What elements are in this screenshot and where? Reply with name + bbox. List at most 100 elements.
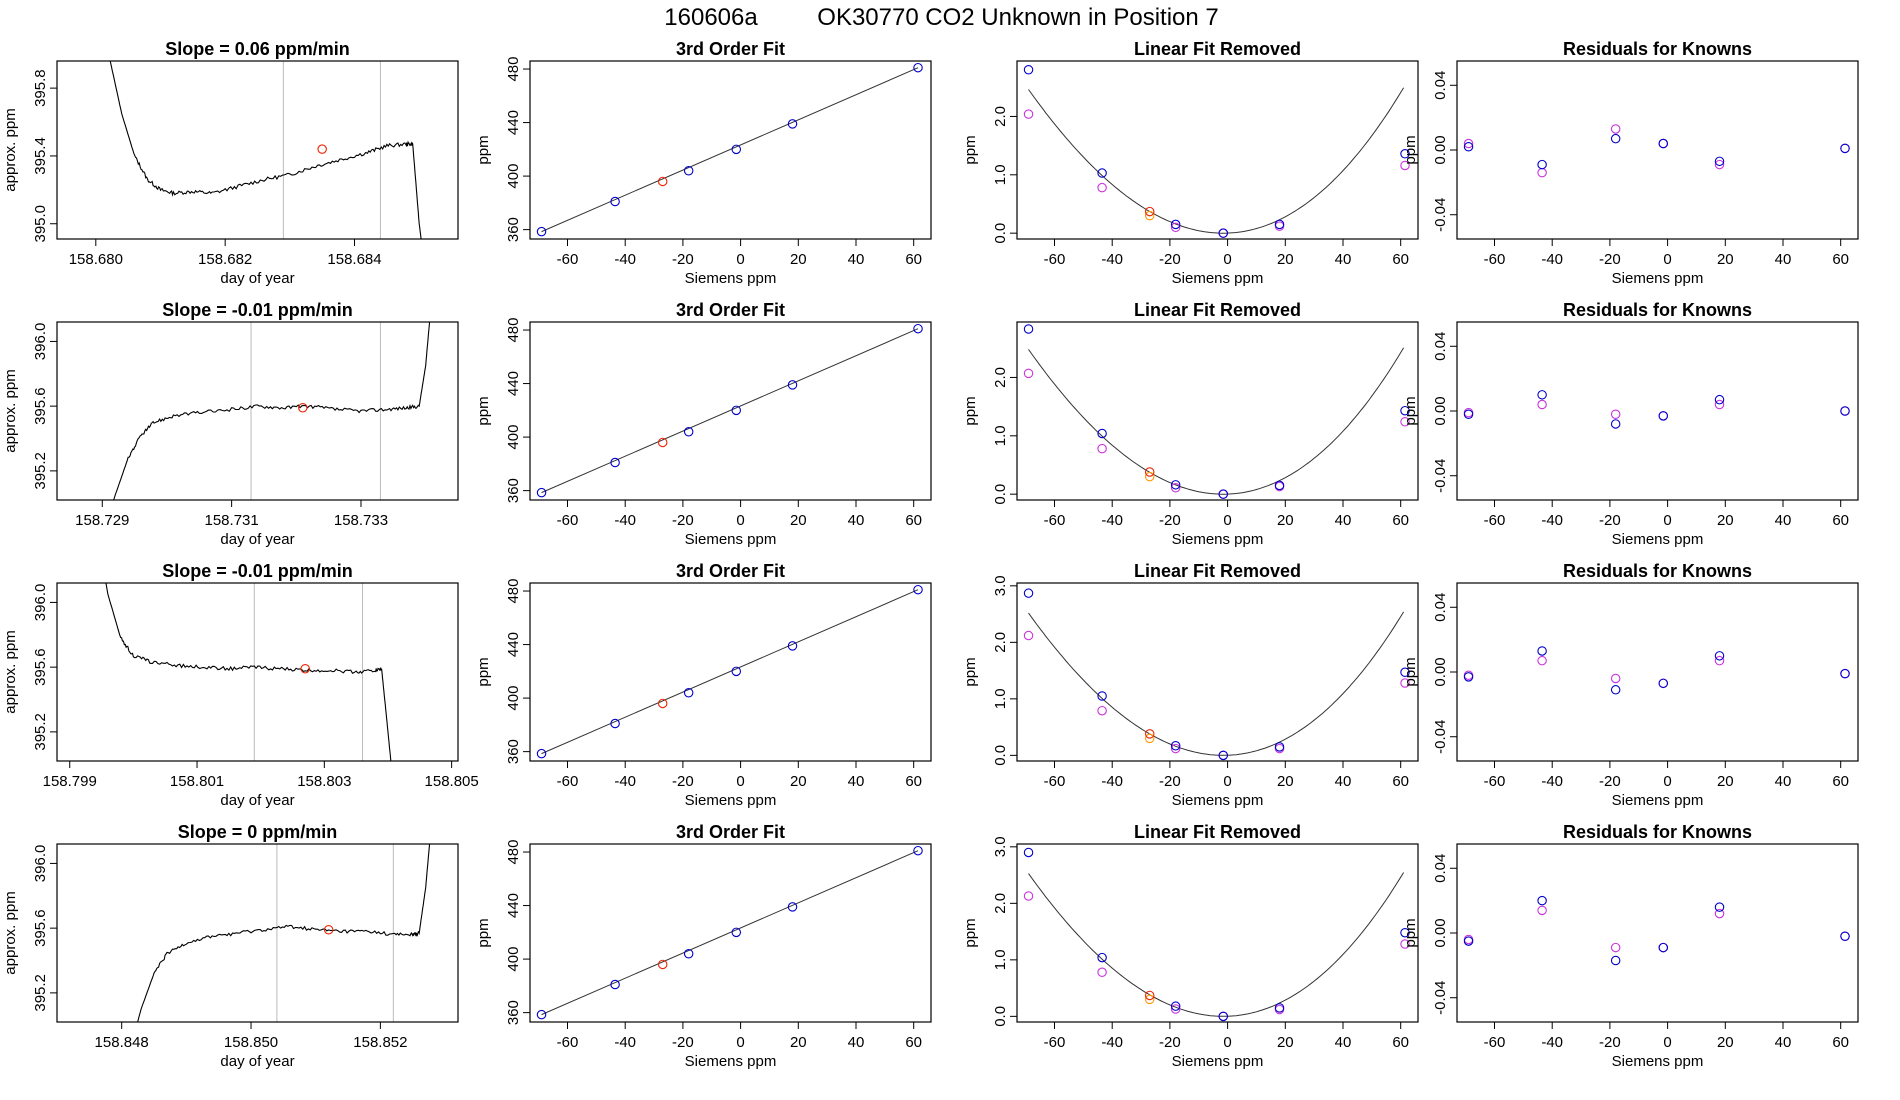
x-tick-label: -60: [557, 773, 579, 790]
y-tick-label: 396.0: [32, 323, 49, 361]
known-point-alt: [1097, 705, 1107, 716]
panel-3-2: Linear Fit Removed -60 -40 -20 0 20 40 60 0.0 1.0…: [962, 300, 1419, 548]
known-point-alt: [1714, 159, 1725, 170]
panel-title: Slope = 0.06 ppm/min: [165, 39, 350, 59]
known-point: [731, 405, 742, 416]
known-point-alt: [1714, 399, 1725, 410]
known-point-alt: [1170, 222, 1181, 233]
known-point-alt: [1400, 417, 1410, 427]
known-point-alt: [1170, 743, 1181, 754]
known-point: [1658, 411, 1669, 421]
known-point: [787, 902, 798, 912]
x-tick-label: 0: [1223, 773, 1231, 790]
x-tick-label: 20: [790, 1034, 807, 1051]
x-tick-label: 20: [790, 773, 807, 790]
panel-2-2: 3rd Order Fit -60 -40 -20 0 20 40 60 360 400 440 48…: [475, 300, 932, 548]
y-tick-label: 480: [505, 57, 522, 82]
y-tick-label: 480: [505, 318, 522, 343]
x-tick-label: 0: [736, 251, 744, 268]
x-tick-label: 158.680: [69, 251, 123, 268]
known-point: [1218, 228, 1229, 238]
unknown-point-alt: [1144, 210, 1155, 221]
panel-grid: Slope = 0.06 ppm/min 158.680 158.682 158.68…: [2, 39, 1859, 1070]
y-axis-label: ppm: [1402, 657, 1419, 686]
panel-title: 3rd Order Fit: [676, 39, 785, 59]
y-tick-label: 0.0: [992, 484, 1009, 505]
concentration-trace: [105, 583, 392, 761]
known-point-alt: [1097, 182, 1107, 193]
panel-2-4: 3rd Order Fit -60 -40 -20 0 20 40 60 360 400 440 48…: [475, 822, 932, 1070]
panel-3-4: Linear Fit Removed -60 -40 -20 0 20 40 60 0.0 1.0…: [962, 822, 1419, 1070]
x-tick-label: 20: [1717, 1034, 1734, 1051]
known-point: [1170, 740, 1181, 751]
y-tick-label: 0.04: [1432, 854, 1449, 883]
x-axis-label: Siemens ppm: [1612, 531, 1704, 548]
panel-title: Residuals for Knowns: [1563, 822, 1752, 842]
x-tick-label: 0: [1663, 251, 1671, 268]
known-point: [1023, 324, 1034, 334]
plot-frame: [1016, 843, 1419, 1023]
plot-frame: [1456, 321, 1859, 501]
x-axis-label: day of year: [220, 270, 294, 287]
known-point: [610, 457, 620, 468]
x-tick-label: -20: [1159, 773, 1181, 790]
x-tick-label: -20: [672, 1034, 694, 1051]
y-tick-label: 400: [505, 425, 522, 450]
known-point: [1463, 672, 1474, 682]
known-point: [1170, 1001, 1181, 1011]
panel-2-1: 3rd Order Fit -60 -40 -20 0 20 40 60 360 400 440 48…: [475, 39, 932, 287]
known-point-alt: [1023, 109, 1034, 119]
plot-area: [536, 62, 923, 237]
y-axis-label: approx. ppm: [2, 369, 19, 452]
x-tick-label: 20: [1717, 512, 1734, 529]
known-point: [1097, 168, 1107, 178]
plot-frame: [529, 60, 932, 240]
unknown-point: [657, 959, 668, 970]
x-tick-label: 20: [790, 512, 807, 529]
panel-4-4: Residuals for Knowns -60 -40 -20 0 20 40 60 -0.0…: [1402, 822, 1859, 1070]
plot-area: [1023, 588, 1410, 761]
y-tick-label: 0.0: [992, 745, 1009, 766]
known-point: [1170, 219, 1181, 230]
x-tick-label: 60: [1832, 773, 1849, 790]
known-point: [1274, 742, 1285, 752]
x-tick-label: 158.733: [334, 512, 388, 529]
y-tick-label: 0.04: [1432, 71, 1449, 100]
known-point-alt: [1023, 368, 1034, 379]
unknown-point-alt: [1144, 994, 1155, 1005]
known-point: [731, 144, 742, 155]
y-tick-label: -0.04: [1432, 459, 1449, 493]
plot-area: [113, 322, 431, 500]
y-tick-label: 2.0: [992, 106, 1009, 127]
y-axis-label: approx. ppm: [2, 630, 19, 713]
x-tick-label: 158.684: [327, 251, 381, 268]
known-point: [913, 62, 923, 73]
plot-area: [536, 323, 923, 498]
y-tick-label: 360: [505, 478, 522, 503]
y-tick-label: 396.0: [32, 584, 49, 622]
x-tick-label: 0: [736, 1034, 744, 1051]
known-point-alt: [1537, 399, 1547, 410]
fit-curve: [1028, 87, 1405, 234]
x-tick-label: 0: [1663, 512, 1671, 529]
known-point: [1097, 428, 1107, 439]
plot-frame: [56, 582, 459, 762]
y-tick-label: 395.2: [32, 713, 49, 751]
x-axis-label: Siemens ppm: [685, 1053, 777, 1070]
known-point: [787, 380, 798, 390]
y-tick-label: 395.6: [32, 387, 49, 425]
x-tick-label: 158.729: [75, 512, 129, 529]
known-point: [683, 426, 694, 437]
x-tick-label: 158.799: [43, 773, 97, 790]
x-tick-label: 60: [1392, 1034, 1409, 1051]
y-axis-label: ppm: [1402, 135, 1419, 164]
known-point-alt: [1400, 678, 1410, 688]
concentration-trace: [137, 844, 431, 1022]
x-tick-label: 40: [848, 512, 865, 529]
plot-frame: [1016, 60, 1419, 240]
x-tick-label: 20: [1277, 1034, 1294, 1051]
panel-1-4: Slope = 0 ppm/min 158.848 158.850 158.852 39…: [2, 822, 459, 1070]
unknown-point: [1144, 990, 1155, 1001]
known-point: [1714, 902, 1725, 912]
known-point: [1610, 133, 1621, 144]
